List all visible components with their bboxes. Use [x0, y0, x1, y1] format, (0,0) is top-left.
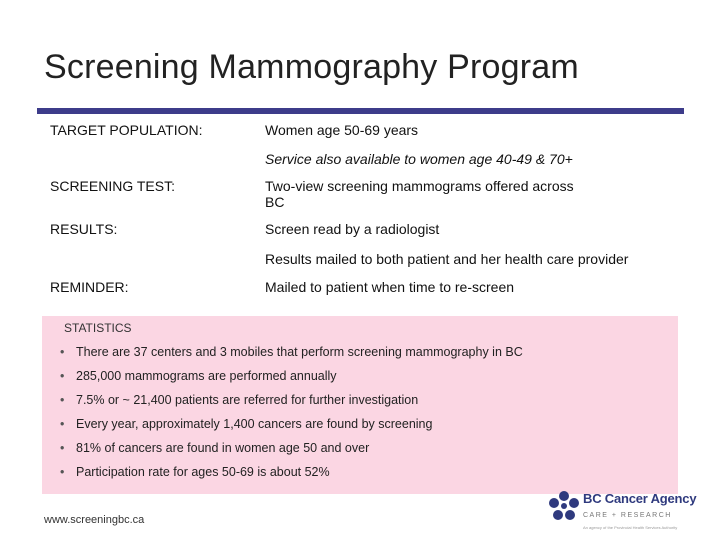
- logo-name: BC Cancer Agency: [583, 491, 697, 506]
- bullet-icon: •: [60, 441, 65, 455]
- page-title: Screening Mammography Program: [44, 48, 579, 86]
- list-item-text: Every year, approximately 1,400 cancers …: [76, 417, 433, 431]
- bullet-icon: •: [60, 369, 65, 383]
- list-item-text: 81% of cancers are found in women age 50…: [76, 441, 370, 455]
- list-item: • 285,000 mammograms are performed annual…: [60, 368, 523, 392]
- list-item-text: Participation rate for ages 50-69 is abo…: [76, 465, 330, 479]
- list-item: • 7.5% or ~ 21,400 patients are referred …: [60, 392, 523, 416]
- logo-tagline: An agency of the Provincial Health Servi…: [583, 525, 678, 530]
- target-population-label: TARGET POPULATION:: [50, 122, 203, 138]
- results-label: RESULTS:: [50, 221, 118, 237]
- list-item: • There are 37 centers and 3 mobiles that…: [60, 344, 523, 368]
- list-item-text: There are 37 centers and 3 mobiles that …: [76, 345, 523, 359]
- bullet-icon: •: [60, 345, 65, 359]
- bullet-icon: •: [60, 417, 65, 431]
- list-item: • Every year, approximately 1,400 cancers…: [60, 416, 523, 440]
- list-item: • 81% of cancers are found in women age 5…: [60, 440, 523, 464]
- title-divider: [37, 108, 684, 114]
- statistics-list: • There are 37 centers and 3 mobiles that…: [60, 344, 523, 488]
- bc-cancer-agency-logo: BC Cancer Agency CARE + RESEARCH An agen…: [549, 488, 709, 536]
- statistics-heading: STATISTICS: [64, 321, 132, 335]
- list-item-text: 285,000 mammograms are performed annuall…: [76, 369, 337, 383]
- screening-test-label: SCREENING TEST:: [50, 178, 175, 194]
- website-link[interactable]: www.screeningbc.ca: [44, 514, 145, 526]
- bullet-icon: •: [60, 465, 65, 479]
- statistics-box: STATISTICS • There are 37 centers and 3 m…: [42, 316, 678, 494]
- list-item: • Participation rate for ages 50-69 is ab…: [60, 464, 523, 488]
- results-note: Results mailed to both patient and her h…: [265, 251, 629, 267]
- reminder-value: Mailed to patient when time to re-screen: [265, 279, 515, 295]
- target-population-note: Service also available to women age 40-4…: [265, 151, 573, 167]
- reminder-label: REMINDER:: [50, 279, 129, 295]
- screening-test-value: Two-view screening mammograms offered ac…: [265, 178, 574, 210]
- results-value: Screen read by a radiologist: [265, 221, 440, 237]
- logo-subtitle: CARE + RESEARCH: [583, 512, 672, 519]
- logo-flower-icon: [549, 491, 579, 520]
- list-item-text: 7.5% or ~ 21,400 patients are referred f…: [76, 393, 419, 407]
- bullet-icon: •: [60, 393, 65, 407]
- target-population-value: Women age 50-69 years: [265, 122, 419, 138]
